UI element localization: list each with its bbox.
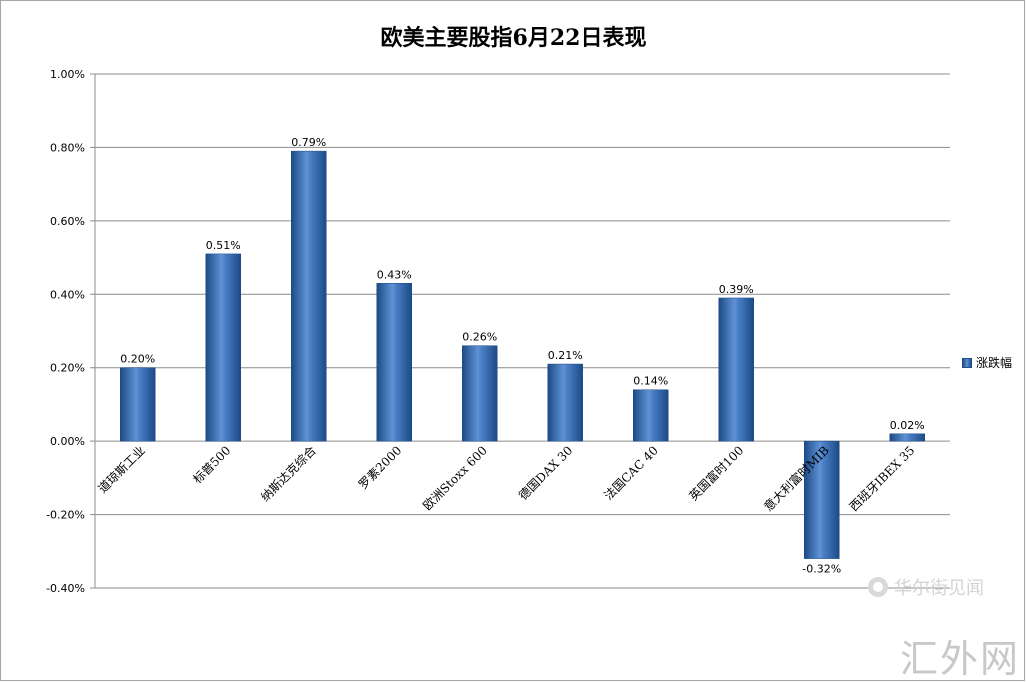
data-label: -0.32%	[802, 563, 841, 576]
bar	[462, 345, 498, 442]
y-tick-label: 0.00%	[50, 435, 85, 448]
x-tick-label: 欧洲Stoxx 600	[420, 443, 490, 513]
y-tick-label: -0.20%	[46, 509, 85, 522]
y-tick-label: 0.60%	[50, 215, 85, 228]
watermark-wallstreetcn: 华尔街见闻	[868, 574, 984, 600]
bar	[718, 297, 754, 442]
bar	[804, 440, 840, 559]
bar	[120, 367, 156, 442]
y-tick-label: 0.40%	[50, 288, 85, 301]
x-tick-label: 德国DAX 30	[515, 443, 575, 503]
y-tick-label: 1.00%	[50, 68, 85, 81]
bar	[547, 363, 583, 442]
data-label: 0.21%	[548, 349, 583, 362]
legend-label: 涨跌幅	[976, 356, 1013, 370]
data-label: 0.20%	[120, 353, 155, 366]
x-tick-label: 纳斯达克综合	[257, 443, 319, 505]
x-tick-label: 西班牙IBEX 35	[847, 443, 918, 514]
x-tick-label: 法国CAC 40	[601, 443, 660, 502]
data-label: 0.39%	[719, 283, 754, 296]
data-label: 0.14%	[633, 375, 668, 388]
bar	[889, 433, 925, 442]
watermark-text-1: 华尔街见闻	[894, 578, 984, 599]
x-tick-label: 罗素2000	[356, 443, 404, 491]
data-label: 0.79%	[291, 136, 326, 149]
data-label: 0.02%	[890, 419, 925, 432]
bar	[205, 253, 241, 442]
data-label: 0.26%	[462, 331, 497, 344]
chart-title: 欧美主要股指6月22日表现	[380, 25, 647, 51]
x-tick-label: 英国富时100	[686, 443, 747, 504]
watermark-site: 汇外网	[900, 637, 1021, 681]
data-label: 0.43%	[377, 268, 412, 281]
legend-swatch	[962, 357, 972, 368]
x-tick-label: 标普500	[190, 443, 233, 486]
y-tick-label: 0.20%	[50, 362, 85, 375]
bar	[291, 150, 327, 442]
data-label: 0.51%	[206, 239, 241, 252]
y-tick-label: -0.40%	[46, 582, 85, 595]
bar	[633, 389, 669, 442]
x-tick-label: 道琼斯工业	[95, 443, 148, 496]
y-tick-label: 0.80%	[50, 141, 85, 154]
bar	[376, 283, 412, 442]
legend: 涨跌幅	[962, 354, 1012, 371]
wallstreetcn-logo-icon	[868, 577, 888, 597]
